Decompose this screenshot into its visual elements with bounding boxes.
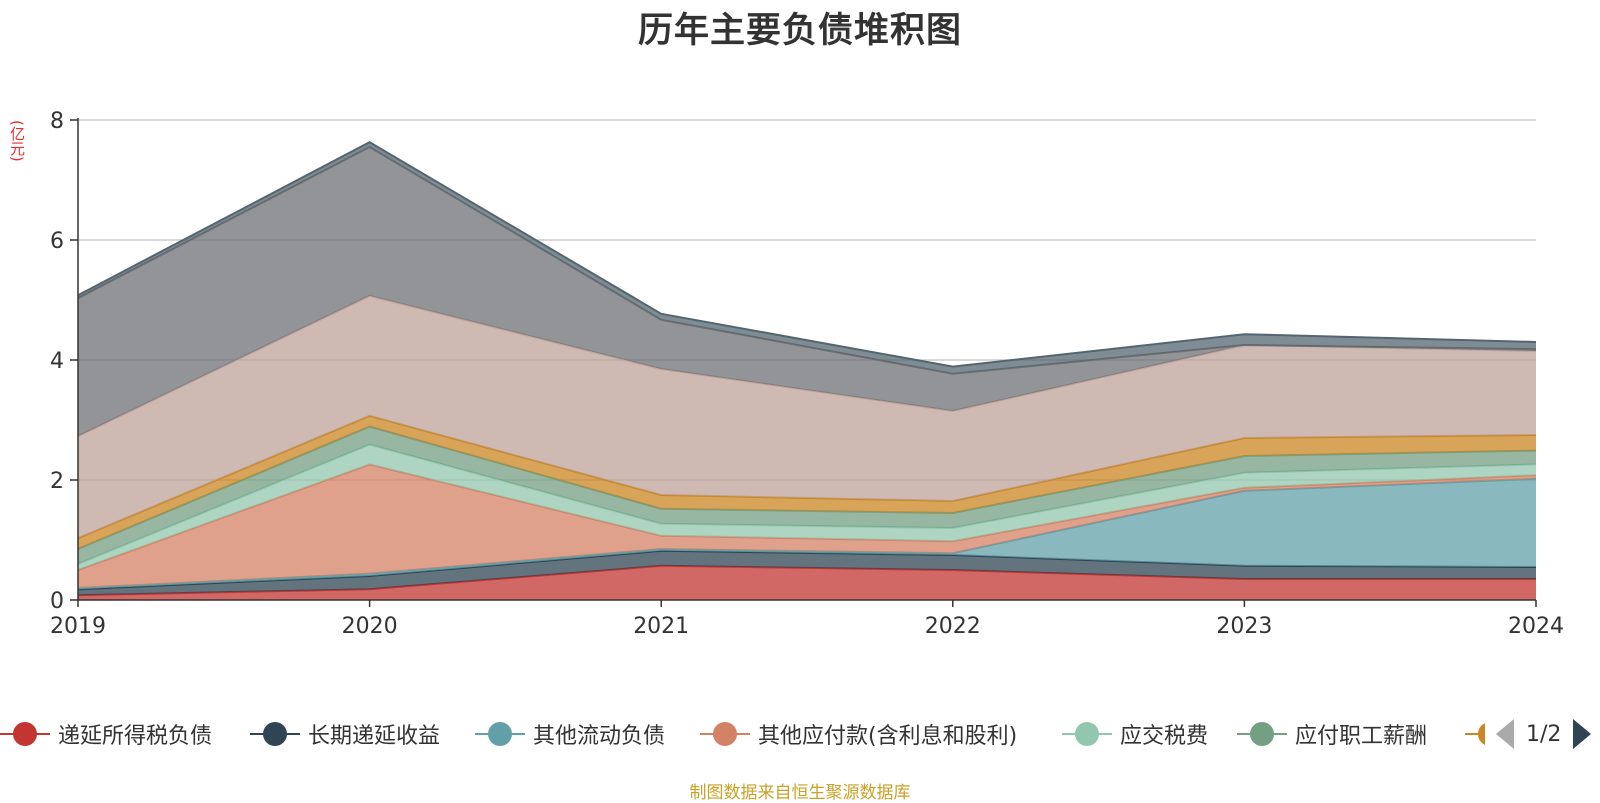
area-series-5 (78, 426, 1536, 564)
data-source-note: 制图数据来自恒生聚源数据库 (689, 783, 911, 803)
legend-label: 应付职工薪酬 (1295, 724, 1428, 749)
legend-page-indicator: 1/2 (1526, 721, 1562, 747)
legend-label: 其他流动负债 (533, 724, 666, 749)
area-series-0 (78, 565, 1536, 600)
legend-item[interactable]: 应付职工薪酬 (1237, 714, 1427, 754)
y-tick-label: 0 (50, 589, 64, 614)
legend-label: 长期递延收益 (308, 724, 441, 749)
legend-pager: 1/2 (1496, 714, 1592, 754)
x-tick-label: 2019 (50, 614, 106, 639)
chart-title: 历年主要负债堆积图 (637, 11, 962, 51)
area-series-3 (78, 464, 1536, 588)
series-line-9 (77, 141, 1537, 368)
legend-marker-icon (1062, 714, 1112, 754)
area-series-8 (78, 147, 1536, 437)
legend-item[interactable]: 应交税费 (1062, 714, 1208, 754)
legend-marker-icon (475, 714, 525, 754)
legend-marker-icon (1465, 714, 1485, 754)
y-tick-label: 8 (50, 109, 64, 134)
legend-prev-page-arrow-icon[interactable] (1496, 719, 1514, 749)
legend-item[interactable]: 其他应付款(含利息和股利) (700, 714, 1017, 754)
x-tick-label: 2024 (1508, 614, 1564, 639)
legend-label: 递延所得税负债 (58, 724, 213, 749)
area-series-4 (78, 444, 1536, 570)
legend-label: 应交税费 (1120, 724, 1209, 749)
y-tick-label: 4 (50, 349, 64, 374)
legend: 递延所得税负债 长期递延收益 其他流动负债 其他应付款(含利息和股利) 应交税费 应付职工… (0, 714, 1600, 754)
area-series-7 (78, 295, 1536, 539)
legend-item[interactable]: 递延所得税负债 (0, 714, 212, 754)
legend-next-page-arrow-icon[interactable] (1573, 719, 1592, 749)
legend-item[interactable]: 其他流动负债 (475, 714, 665, 754)
x-tick-label: 2022 (925, 614, 981, 639)
y-tick-label: 6 (50, 229, 64, 254)
area-series-1 (78, 550, 1536, 596)
legend-marker-icon (1237, 714, 1287, 754)
area-series-2 (78, 478, 1536, 590)
y-tick-label: 2 (50, 469, 64, 494)
legend-marker-icon (250, 714, 300, 754)
x-tick-label: 2021 (633, 614, 689, 639)
legend-marker-icon (0, 714, 50, 754)
legend-item[interactable]: 长期递延收益 (250, 714, 440, 754)
legend-label: 其他应付款(含利息和股利) (758, 724, 1018, 749)
legend-item[interactable] (1465, 714, 1485, 754)
y-axis-unit: (亿元) (8, 120, 26, 162)
legend-marker-icon (700, 714, 750, 754)
series-line-1 (77, 549, 1537, 591)
x-tick-label: 2023 (1216, 614, 1272, 639)
x-tick-label: 2020 (342, 614, 398, 639)
